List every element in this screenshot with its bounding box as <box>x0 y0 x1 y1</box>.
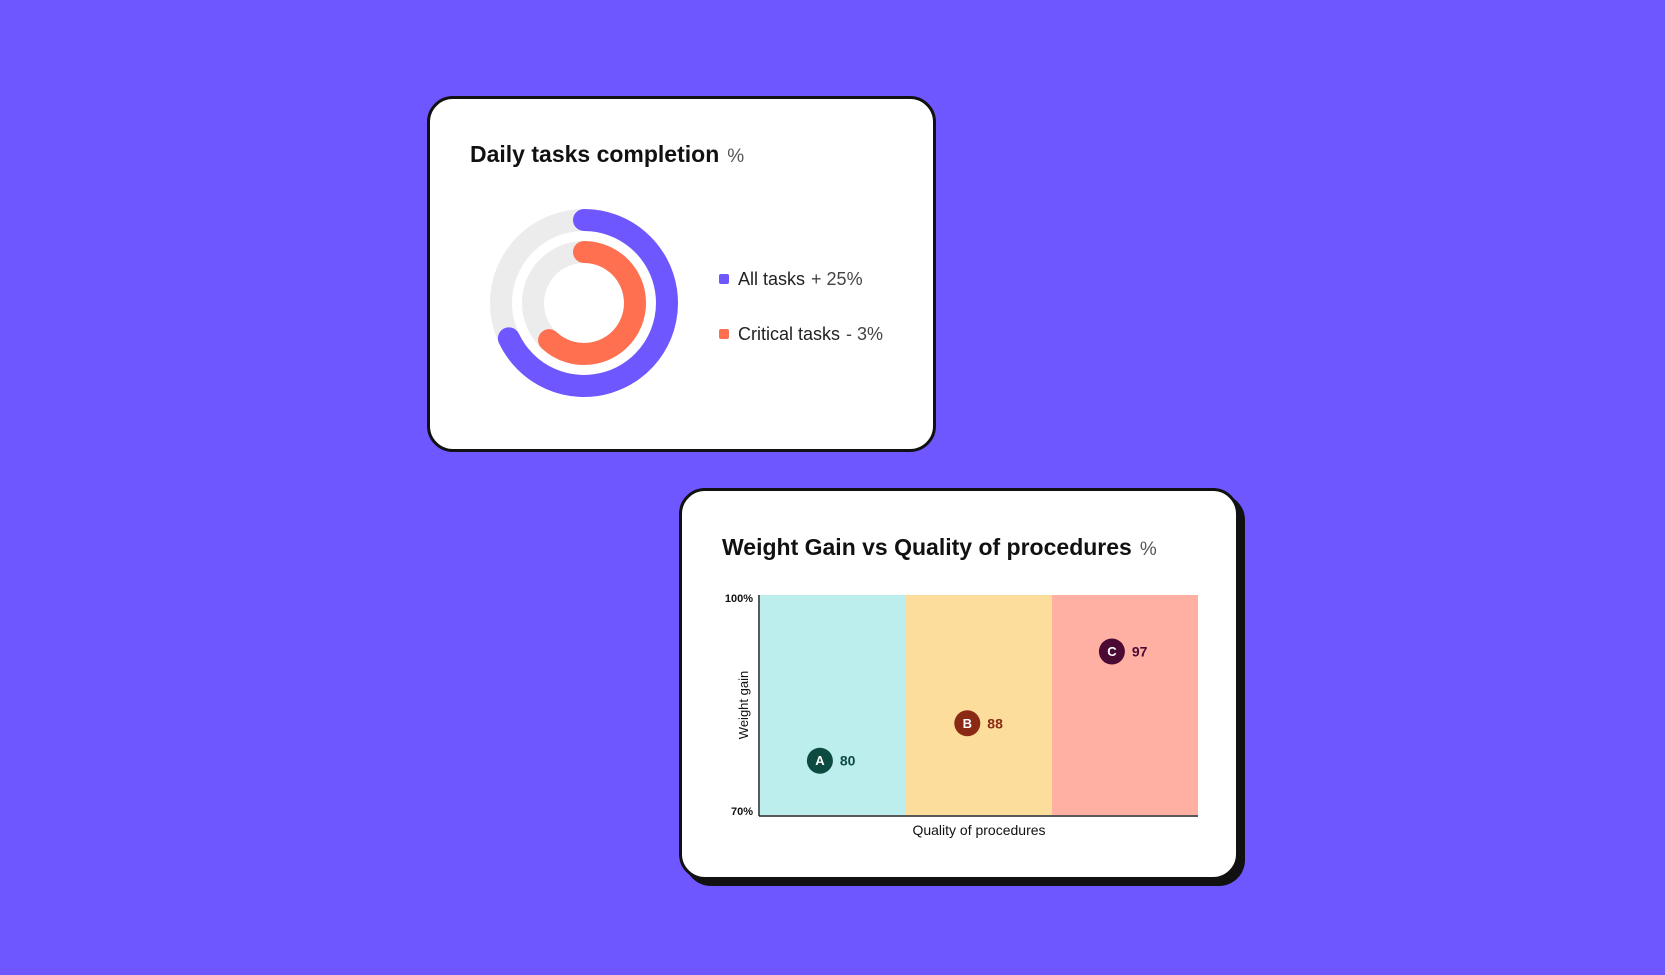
daily-tasks-card: Daily tasks completion% All tasks + 25% C… <box>427 96 936 452</box>
x-axis-label: Quality of procedures <box>912 822 1045 838</box>
point-b-marker <box>954 710 981 737</box>
critical-tasks-label: Critical tasks <box>738 324 841 344</box>
y-tick-bottom: 70% <box>731 806 753 818</box>
all-tasks-label: All tasks <box>738 269 806 289</box>
weight-gain-matrix-chart: 100% 70% Weight gain Quality of procedur… <box>725 593 1198 838</box>
daily-tasks-unit: % <box>727 146 745 167</box>
data-points: A 80 B 88 C 97 <box>806 638 1148 774</box>
point-a-marker <box>806 747 833 774</box>
critical-tasks-arc <box>538 241 646 365</box>
point-c-marker <box>1098 638 1125 665</box>
point-c-value: 97 <box>1132 644 1148 660</box>
critical-tasks-delta: - 3% <box>846 324 884 344</box>
y-axis-label: Weight gain <box>736 671 751 739</box>
weight-gain-title-text: Weight Gain vs Quality of procedures <box>722 534 1132 560</box>
weight-gain-card: Weight Gain vs Quality of procedures% 10… <box>679 488 1239 880</box>
daily-tasks-title-text: Daily tasks completion <box>470 141 720 167</box>
all-tasks-delta: + 25% <box>811 269 863 289</box>
point-a-letter: A <box>815 753 825 768</box>
point-b-letter: B <box>963 716 972 731</box>
all-tasks-swatch <box>719 274 729 284</box>
all-tasks-arc <box>497 209 678 397</box>
point-c-letter: C <box>1107 644 1117 659</box>
point-b-value: 88 <box>987 715 1003 731</box>
legend-all-tasks: All tasks + 25% <box>719 269 863 290</box>
weight-gain-unit: % <box>1139 539 1157 560</box>
zone-1 <box>760 595 906 815</box>
zone-2 <box>906 595 1052 815</box>
zone-3 <box>1052 595 1198 815</box>
tasks-donut-chart <box>490 209 678 397</box>
legend-critical-tasks: Critical tasks - 3% <box>719 324 883 345</box>
critical-tasks-swatch <box>719 329 729 339</box>
weight-gain-title: Weight Gain vs Quality of procedures% <box>722 534 1157 561</box>
daily-tasks-title: Daily tasks completion% <box>470 141 744 168</box>
y-tick-top: 100% <box>725 593 753 605</box>
point-a-value: 80 <box>840 753 856 769</box>
